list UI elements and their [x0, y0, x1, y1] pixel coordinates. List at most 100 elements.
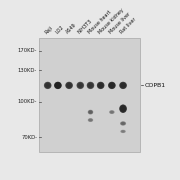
Ellipse shape: [88, 118, 93, 122]
Text: Mouse kidney: Mouse kidney: [97, 7, 125, 35]
Ellipse shape: [119, 82, 127, 89]
Ellipse shape: [89, 111, 92, 113]
Ellipse shape: [97, 82, 104, 89]
Ellipse shape: [88, 110, 93, 114]
Ellipse shape: [109, 110, 114, 114]
Ellipse shape: [120, 121, 126, 126]
Ellipse shape: [120, 82, 126, 89]
Ellipse shape: [120, 105, 127, 113]
Ellipse shape: [54, 82, 62, 89]
Ellipse shape: [121, 122, 125, 125]
Ellipse shape: [120, 122, 126, 125]
Ellipse shape: [67, 84, 71, 87]
Ellipse shape: [120, 105, 126, 112]
Ellipse shape: [77, 82, 84, 89]
Ellipse shape: [110, 84, 114, 87]
Ellipse shape: [88, 84, 93, 87]
Ellipse shape: [88, 110, 93, 114]
Ellipse shape: [120, 130, 126, 133]
Ellipse shape: [45, 83, 50, 88]
Ellipse shape: [121, 107, 125, 111]
Ellipse shape: [88, 118, 93, 122]
Ellipse shape: [110, 83, 114, 87]
Ellipse shape: [88, 110, 93, 114]
Ellipse shape: [46, 84, 50, 87]
Ellipse shape: [120, 122, 126, 125]
Ellipse shape: [120, 106, 126, 112]
Ellipse shape: [45, 83, 50, 87]
Ellipse shape: [44, 82, 51, 89]
Ellipse shape: [46, 84, 50, 87]
Ellipse shape: [98, 83, 103, 88]
Text: Mouse heart: Mouse heart: [87, 10, 112, 35]
Ellipse shape: [110, 111, 114, 113]
Ellipse shape: [97, 82, 104, 89]
Ellipse shape: [88, 83, 93, 88]
Ellipse shape: [66, 82, 73, 89]
Ellipse shape: [66, 82, 72, 88]
Text: Mouse liver: Mouse liver: [108, 11, 132, 35]
Ellipse shape: [54, 82, 61, 89]
Ellipse shape: [109, 83, 115, 88]
Text: LO2: LO2: [54, 24, 65, 35]
Ellipse shape: [108, 82, 115, 89]
Ellipse shape: [110, 84, 114, 87]
Ellipse shape: [88, 119, 93, 122]
Ellipse shape: [88, 83, 93, 87]
Ellipse shape: [120, 83, 126, 88]
Ellipse shape: [121, 106, 125, 111]
Bar: [39, 38, 140, 152]
Ellipse shape: [121, 84, 125, 87]
Ellipse shape: [121, 83, 125, 87]
Text: 130KD-: 130KD-: [18, 68, 37, 73]
Ellipse shape: [67, 83, 72, 88]
Ellipse shape: [121, 106, 126, 111]
Ellipse shape: [78, 84, 82, 87]
Ellipse shape: [44, 82, 51, 89]
Ellipse shape: [87, 82, 94, 89]
Ellipse shape: [55, 82, 61, 89]
Ellipse shape: [88, 118, 93, 122]
Ellipse shape: [121, 84, 125, 87]
Ellipse shape: [120, 82, 127, 89]
Ellipse shape: [119, 104, 127, 113]
Ellipse shape: [77, 82, 84, 89]
Ellipse shape: [120, 130, 126, 133]
Ellipse shape: [98, 83, 103, 88]
Ellipse shape: [89, 111, 92, 114]
Ellipse shape: [121, 130, 125, 133]
Ellipse shape: [98, 83, 103, 87]
Ellipse shape: [109, 83, 114, 88]
Ellipse shape: [99, 84, 103, 87]
Ellipse shape: [55, 82, 61, 88]
Ellipse shape: [78, 83, 83, 88]
Ellipse shape: [97, 82, 104, 89]
Ellipse shape: [99, 84, 102, 87]
Ellipse shape: [66, 83, 72, 88]
Ellipse shape: [121, 122, 125, 125]
Ellipse shape: [109, 82, 115, 88]
Ellipse shape: [76, 82, 84, 89]
Ellipse shape: [88, 110, 93, 114]
Ellipse shape: [87, 82, 94, 88]
Ellipse shape: [88, 83, 93, 88]
Ellipse shape: [88, 118, 93, 122]
Ellipse shape: [45, 82, 51, 88]
Ellipse shape: [108, 82, 116, 89]
Ellipse shape: [56, 84, 60, 87]
Ellipse shape: [88, 110, 93, 114]
Ellipse shape: [121, 122, 125, 125]
Ellipse shape: [89, 84, 92, 87]
Ellipse shape: [109, 110, 115, 114]
Ellipse shape: [44, 82, 51, 89]
Ellipse shape: [89, 119, 92, 121]
Ellipse shape: [121, 130, 125, 133]
Ellipse shape: [120, 82, 126, 88]
Ellipse shape: [110, 111, 114, 114]
Ellipse shape: [121, 122, 125, 125]
Ellipse shape: [56, 84, 60, 87]
Ellipse shape: [121, 130, 125, 133]
Ellipse shape: [77, 82, 83, 88]
Ellipse shape: [67, 83, 71, 87]
Ellipse shape: [110, 111, 114, 113]
